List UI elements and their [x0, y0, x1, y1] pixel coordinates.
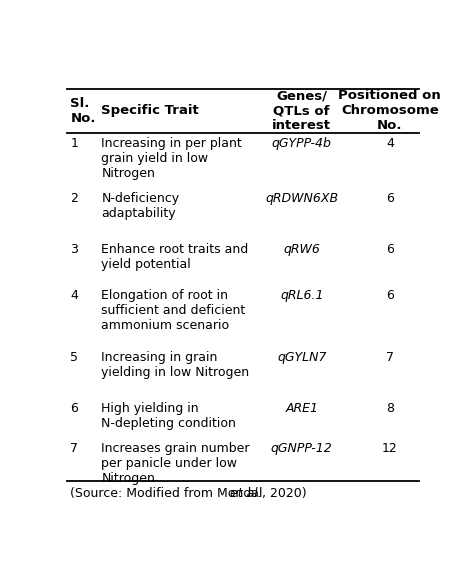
Text: qGYPP-4b: qGYPP-4b [272, 137, 332, 150]
Text: Elongation of root in
sufficient and deficient
ammonium scenario: Elongation of root in sufficient and def… [101, 289, 246, 332]
Text: 7: 7 [386, 351, 394, 364]
Text: 7: 7 [70, 442, 78, 454]
Text: 12: 12 [382, 442, 398, 454]
Text: 4: 4 [70, 289, 78, 303]
Text: 6: 6 [386, 243, 394, 256]
Text: qRW6: qRW6 [283, 243, 320, 256]
Text: 3: 3 [70, 243, 78, 256]
Text: 6: 6 [386, 289, 394, 303]
Text: N-deficiency
adaptability: N-deficiency adaptability [101, 193, 180, 220]
Text: et al.: et al. [230, 486, 262, 500]
Text: Increasing in grain
yielding in low Nitrogen: Increasing in grain yielding in low Nitr… [101, 351, 250, 379]
Text: Increases grain number
per panicle under low
Nitrogen: Increases grain number per panicle under… [101, 442, 250, 485]
Text: 2: 2 [70, 193, 78, 205]
Text: High yielding in
N-depleting condition: High yielding in N-depleting condition [101, 402, 237, 430]
Text: Increasing in per plant
grain yield in low
Nitrogen: Increasing in per plant grain yield in l… [101, 137, 242, 180]
Text: Genes/
QTLs of
interest: Genes/ QTLs of interest [272, 89, 331, 132]
Text: Positioned on
Chromosome
No.: Positioned on Chromosome No. [338, 89, 441, 132]
Text: qRDWN6XB: qRDWN6XB [265, 193, 338, 205]
Text: 4: 4 [386, 137, 394, 150]
Text: (Source: Modified from Mondal: (Source: Modified from Mondal [70, 486, 267, 500]
Text: 1: 1 [70, 137, 78, 150]
Text: 8: 8 [386, 402, 394, 415]
Text: qRL6.1: qRL6.1 [280, 289, 323, 303]
Text: Specific Trait: Specific Trait [101, 104, 199, 117]
Text: 6: 6 [386, 193, 394, 205]
Text: qGYLN7: qGYLN7 [277, 351, 327, 364]
Text: 6: 6 [70, 402, 78, 415]
Text: Enhance root traits and
yield potential: Enhance root traits and yield potential [101, 243, 249, 271]
Text: ARE1: ARE1 [285, 402, 318, 415]
Text: 5: 5 [70, 351, 78, 364]
Text: qGNPP-12: qGNPP-12 [271, 442, 333, 454]
Text: Sl.
No.: Sl. No. [70, 97, 96, 125]
Text: , 2020): , 2020) [262, 486, 307, 500]
